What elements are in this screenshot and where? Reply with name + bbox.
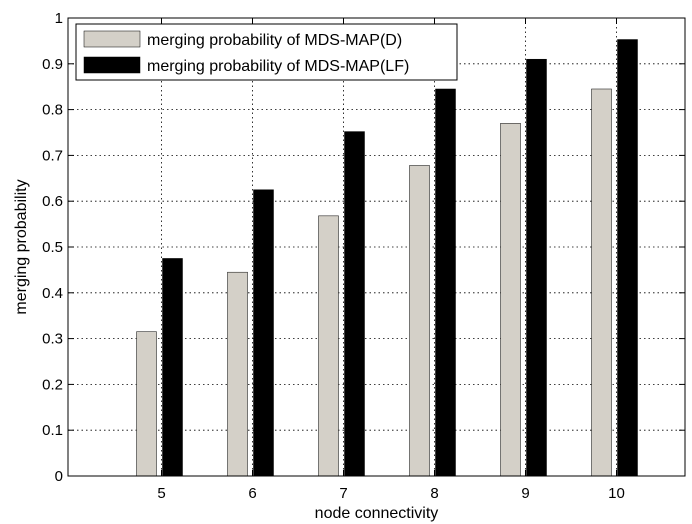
bar-mds-map-lf [617,39,638,477]
y-tick-label: 0.8 [42,102,63,119]
bar-mds-map-d [591,88,612,477]
y-tick-label: 1 [55,10,63,27]
x-tick-label: 5 [157,485,165,502]
y-tick-label: 0 [55,468,63,485]
y-axis-title: merging probability [13,179,30,314]
legend-label-mds-map-d: merging probability of MDS-MAP(D) [147,32,402,49]
bar-mds-map-lf [162,258,183,477]
bar-mds-map-d [500,123,521,477]
y-tick-label: 0.7 [42,147,63,164]
bar-mds-map-lf [526,58,547,477]
y-tick-label: 0.6 [42,193,63,210]
legend-label-mds-map-lf: merging probability of MDS-MAP(LF) [147,58,409,75]
x-tick-label: 7 [339,485,347,502]
x-axis-title: node connectivity [315,505,439,522]
y-tick-label: 0.5 [42,239,63,256]
y-tick-labels: 0 0.1 0.2 0.3 0.4 0.5 0.6 0.7 0.8 0.9 1 [42,10,63,485]
bars [136,39,638,477]
legend: merging probability of MDS-MAP(D) mergin… [75,23,458,81]
bar-mds-map-d [409,165,430,477]
y-tick-label: 0.4 [42,285,63,302]
bar-mds-map-lf [253,189,274,477]
bar-mds-map-d [227,271,248,477]
bar-mds-map-d [318,215,339,477]
x-tick-label: 8 [430,485,438,502]
x-tick-labels: 5 6 7 8 9 10 [157,485,625,502]
y-tick-label: 0.9 [42,56,63,73]
y-tick-label: 0.2 [42,376,63,393]
axis-ticks [68,17,685,477]
grid-lines [68,18,685,476]
bar-mds-map-lf [344,131,365,477]
y-tick-label: 0.3 [42,331,63,348]
legend-swatch-mds-map-lf [83,56,141,74]
x-tick-label: 6 [248,485,256,502]
x-tick-label: 10 [608,485,625,502]
legend-swatch-mds-map-d [83,30,141,48]
y-tick-label: 0.1 [42,422,63,439]
x-tick-label: 9 [521,485,529,502]
bar-mds-map-d [136,331,157,477]
bar-mds-map-lf [435,88,456,477]
